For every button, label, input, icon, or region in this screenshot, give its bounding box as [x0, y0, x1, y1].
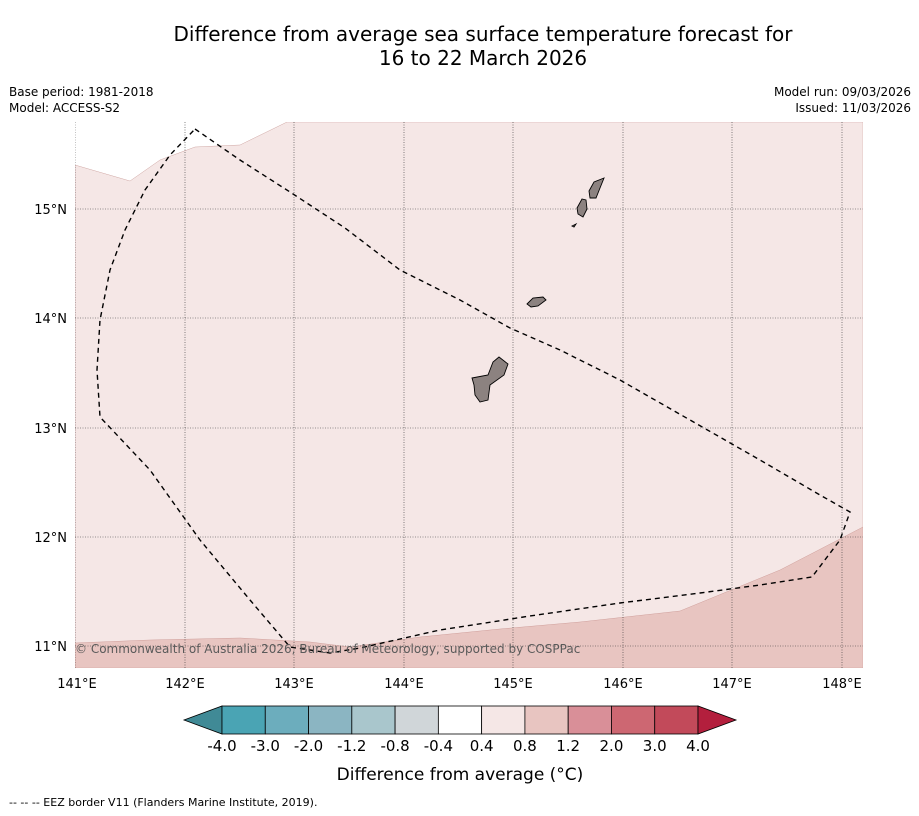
- colorbar-tick-label: 2.0: [600, 737, 624, 755]
- colorbar-tick-label: 0.4: [470, 737, 494, 755]
- colorbar-segment: [611, 705, 656, 735]
- colorbar-segment: [437, 705, 483, 735]
- colorbar-tick-label: 0.8: [513, 737, 537, 755]
- lat-labels: 15°N 14°N 13°N 12°N 11°N: [34, 203, 67, 655]
- colorbar-segment: [654, 705, 699, 735]
- lon-label-143e: 143°E: [274, 677, 314, 692]
- colorbar-tick-label: 1.2: [556, 737, 580, 755]
- lat-label-11n: 11°N: [34, 640, 67, 655]
- meta-left: Base period: 1981-2018 Model: ACCESS-S2: [9, 84, 154, 116]
- colorbar-segment: [351, 705, 396, 735]
- colorbar-extend-high: [697, 705, 738, 735]
- lon-labels: 141°E 142°E 143°E 144°E 145°E 146°E 147°…: [57, 677, 862, 692]
- island-tinian: [576, 198, 588, 218]
- island-guam: [471, 356, 509, 403]
- title-line-1: Difference from average sea surface temp…: [173, 22, 793, 46]
- anomaly-region-light: [75, 122, 863, 668]
- colorbar-tick-label: -0.8: [380, 737, 409, 755]
- anomaly-region-medium: [75, 526, 863, 668]
- colorbar-tick-label: -1.2: [337, 737, 366, 755]
- lon-label-148e: 148°E: [822, 677, 862, 692]
- lon-label-141e: 141°E: [57, 677, 97, 692]
- colorbar-segment: [221, 705, 266, 735]
- model-name: Model: ACCESS-S2: [9, 101, 121, 115]
- colorbar-title: Difference from average (°C): [337, 765, 584, 785]
- colorbar-segment: [524, 705, 569, 735]
- colorbar-segment: [308, 705, 353, 735]
- gridlines: [75, 122, 863, 668]
- colorbar-tick-label: -2.0: [294, 737, 323, 755]
- colorbar-segments: [182, 705, 738, 735]
- island-rota: [526, 296, 547, 308]
- lat-label-15n: 15°N: [34, 203, 67, 218]
- colorbar-tick-label: -3.0: [251, 737, 280, 755]
- issued-date: Issued: 11/03/2026: [795, 101, 911, 115]
- lon-label-145e: 145°E: [493, 677, 533, 692]
- colorbar-tick-label: 4.0: [686, 737, 710, 755]
- colorbar-segment: [394, 705, 439, 735]
- copyright-text: © Commonwealth of Australia 2026, Bureau…: [75, 642, 580, 656]
- map-panel: © Commonwealth of Australia 2026, Bureau…: [75, 122, 863, 668]
- base-period: Base period: 1981-2018: [9, 85, 154, 99]
- title-line-2: 16 to 22 March 2026: [378, 46, 588, 70]
- colorbar-tick-label: -4.0: [207, 737, 236, 755]
- meta-right: Model run: 09/03/2026 Issued: 11/03/2026: [774, 84, 911, 116]
- lon-label-147e: 147°E: [712, 677, 752, 692]
- model-run: Model run: 09/03/2026: [773, 85, 911, 99]
- island-aguijan: [570, 222, 578, 228]
- colorbar-tick-label: 3.0: [643, 737, 667, 755]
- map-title: Difference from average sea surface temp…: [125, 22, 841, 70]
- lon-label-142e: 142°E: [165, 677, 205, 692]
- lon-label-146e: 146°E: [603, 677, 643, 692]
- eez-border: [96, 128, 851, 654]
- lat-label-13n: 13°N: [34, 422, 67, 437]
- colorbar-segment: [481, 705, 526, 735]
- lon-label-144e: 144°E: [384, 677, 424, 692]
- islands: [471, 177, 605, 403]
- colorbar-segment: [264, 705, 309, 735]
- island-saipan: [588, 177, 605, 199]
- colorbar: -4.0 -3.0 -2.0 -1.2 -0.8 -0.4 0.4 0.8 1.2 2.0 3.0 4…: [182, 705, 738, 785]
- colorbar-tick-label: -0.4: [424, 737, 453, 755]
- lat-label-12n: 12°N: [34, 531, 67, 546]
- colorbar-segment: [567, 705, 612, 735]
- footer-legend: -- -- -- EEZ border V11 (Flanders Marine…: [9, 796, 318, 809]
- colorbar-ticks: -4.0 -3.0 -2.0 -1.2 -0.8 -0.4 0.4 0.8 1.2 2.0 3.0 4…: [207, 737, 710, 755]
- colorbar-extend-low: [182, 705, 223, 735]
- lat-label-14n: 14°N: [34, 312, 67, 327]
